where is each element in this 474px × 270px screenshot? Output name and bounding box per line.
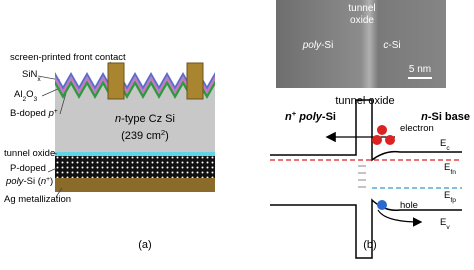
text-part: p <box>48 108 54 119</box>
text-part: E <box>444 162 450 173</box>
n-base-label: n-Si base <box>421 111 470 123</box>
text-part: tunnel <box>348 3 375 14</box>
text-part: -Si ( <box>23 176 41 187</box>
text-part: P-doped <box>10 163 46 174</box>
text-part: poly <box>296 111 323 123</box>
tem-csi-label: c-Si <box>383 40 400 51</box>
text-part: (239 cm <box>121 130 161 142</box>
tem-image <box>276 0 446 88</box>
text-part: hole <box>400 200 418 211</box>
tem-oxide-label: oxide <box>350 15 374 26</box>
tem-tunnel-label: tunnel <box>348 3 375 14</box>
caption-label: (b) <box>363 239 376 251</box>
text-part: -type Cz Si <box>121 113 175 125</box>
b-doped-label: B-doped p+ <box>10 108 58 120</box>
text-part: E <box>440 217 446 228</box>
electrons <box>372 125 395 145</box>
ag-label: Ag metallization <box>4 194 71 205</box>
front-contact <box>107 62 125 100</box>
text-part: Al <box>14 89 22 100</box>
ec-label: Ec <box>440 138 450 152</box>
tunnel-oxide-label: tunnel oxide <box>4 148 55 159</box>
text-part: ) <box>165 130 169 142</box>
poly-si-layer <box>55 156 215 178</box>
text-part: + <box>292 109 297 118</box>
text-part: -Si <box>321 40 333 51</box>
bulk-si <box>55 84 215 152</box>
front-contact <box>186 62 204 100</box>
text-part: 2 <box>161 128 165 137</box>
hole-label: hole <box>400 200 418 211</box>
text-part: n <box>41 176 46 187</box>
text-part: (a) <box>138 239 151 251</box>
p-doped-1-label: P-doped <box>10 163 46 174</box>
electron-label: electron <box>400 123 434 134</box>
text-part: screen-printed front contact <box>10 52 126 63</box>
text-part: -Si <box>388 40 400 51</box>
text-part: 3 <box>34 96 38 103</box>
tunnel-oxide-layer <box>55 152 215 156</box>
text-part: poly <box>302 40 322 51</box>
text-part: n <box>115 113 121 125</box>
text-part: E <box>444 190 450 201</box>
text-part: SiN <box>22 69 37 80</box>
hole-arrow <box>377 209 423 227</box>
device-stack <box>55 84 215 192</box>
text-part: tunnel oxide <box>335 95 394 107</box>
text-part: tunnel oxide <box>4 148 55 159</box>
text-part: n <box>421 111 428 123</box>
text-part: + <box>46 176 50 183</box>
text-part: Ag metallization <box>4 194 71 205</box>
bulk-type-label: n-type Cz Si <box>115 113 175 125</box>
sinx-label: SiNx <box>22 69 41 83</box>
tem-scale-label: 5 nm <box>409 64 431 75</box>
text-part: c <box>446 145 450 152</box>
text-part: poly <box>5 176 25 187</box>
caption-label: (a) <box>138 239 151 251</box>
tunnel-oxide-label: tunnel oxide <box>335 95 394 107</box>
p-doped-2-label: poly-Si (n+) <box>5 176 53 188</box>
text-part: -Si <box>322 111 336 123</box>
efp-label: Efp <box>444 190 456 204</box>
text-part: x <box>37 76 41 83</box>
b-doped-layer <box>55 80 215 99</box>
text-part: fn <box>450 169 456 176</box>
front-contact-label: screen-printed front contact <box>10 52 126 63</box>
text-part: electron <box>400 123 434 134</box>
text-part: fp <box>450 197 456 204</box>
text-part: + <box>54 108 58 115</box>
text-part: E <box>440 138 446 149</box>
tem-poly-label: poly-Si <box>302 40 334 51</box>
bulk-area-label: (239 cm2) <box>121 128 169 143</box>
text-part: B-doped <box>10 108 49 119</box>
efp-ticks <box>358 165 366 188</box>
text-part: -Si base <box>428 111 470 123</box>
efn-label: Efn <box>444 162 456 176</box>
text-part: oxide <box>350 15 374 26</box>
al2o3-label: Al2O3 <box>14 89 38 103</box>
text-part: O <box>26 89 33 100</box>
text-part: 2 <box>22 96 26 103</box>
n-poly-label: n+ poly-Si <box>285 109 336 124</box>
text-part: ) <box>50 176 53 187</box>
ag-layer <box>55 178 215 192</box>
hole-dot <box>377 200 387 210</box>
text-part: n <box>285 111 292 123</box>
text-part: v <box>446 224 450 231</box>
text-part: 5 nm <box>409 64 431 75</box>
text-part: (b) <box>363 239 376 251</box>
ev-label: Ev <box>440 217 450 231</box>
text-part: c <box>383 40 388 51</box>
